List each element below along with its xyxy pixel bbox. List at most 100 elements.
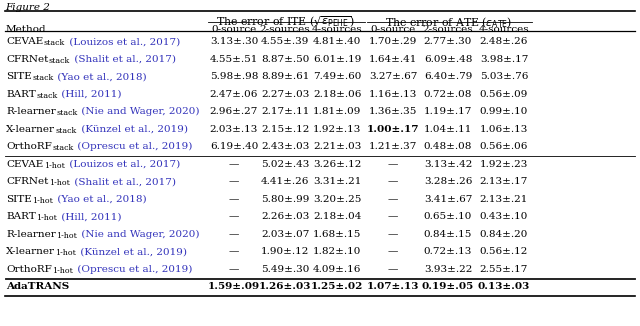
- Text: CFRNet: CFRNet: [6, 55, 49, 64]
- Text: (Nie and Wager, 2020): (Nie and Wager, 2020): [79, 107, 200, 116]
- Text: 0.13±.03: 0.13±.03: [478, 282, 530, 291]
- Text: 0.48±.08: 0.48±.08: [424, 142, 472, 151]
- Text: (Hill, 2011): (Hill, 2011): [58, 90, 122, 99]
- Text: 4.41±.26: 4.41±.26: [261, 177, 309, 186]
- Text: (Oprescu et al., 2019): (Oprescu et al., 2019): [74, 265, 193, 274]
- Text: X-learner: X-learner: [6, 247, 55, 256]
- Text: —: —: [229, 195, 239, 204]
- Text: 6.01±.19: 6.01±.19: [313, 55, 361, 64]
- Text: 3.28±.26: 3.28±.26: [424, 177, 472, 186]
- Text: OrthoRF: OrthoRF: [6, 265, 52, 274]
- Text: —: —: [388, 265, 398, 274]
- Text: BART: BART: [6, 90, 36, 99]
- Text: 1-hot: 1-hot: [56, 232, 77, 240]
- Text: 2.13±.21: 2.13±.21: [480, 195, 528, 204]
- Text: 2.13±.17: 2.13±.17: [480, 177, 528, 186]
- Text: 8.87±.50: 8.87±.50: [261, 55, 309, 64]
- Text: 3.27±.67: 3.27±.67: [369, 72, 417, 81]
- Text: (Künzel et al., 2019): (Künzel et al., 2019): [77, 125, 188, 134]
- Text: 0.56±.06: 0.56±.06: [480, 142, 528, 151]
- Text: (Shalit et al., 2017): (Shalit et al., 2017): [71, 55, 176, 64]
- Text: 1.68±.15: 1.68±.15: [313, 230, 361, 239]
- Text: 1-hot: 1-hot: [36, 214, 57, 222]
- Text: The error of ATE ($\epsilon_{\mathrm{ATE}}$): The error of ATE ($\epsilon_{\mathrm{ATE…: [385, 15, 512, 30]
- Text: 1.81±.09: 1.81±.09: [313, 107, 361, 116]
- Text: —: —: [388, 212, 398, 221]
- Text: CFRNet: CFRNet: [6, 177, 49, 186]
- Text: 1.26±.03: 1.26±.03: [259, 282, 311, 291]
- Text: stack: stack: [56, 109, 77, 117]
- Text: 3.13±.30: 3.13±.30: [210, 37, 258, 46]
- Text: stack: stack: [56, 127, 77, 135]
- Text: 1.36±.35: 1.36±.35: [369, 107, 417, 116]
- Text: 2.55±.17: 2.55±.17: [480, 265, 528, 274]
- Text: 5.98±.98: 5.98±.98: [210, 72, 258, 81]
- Text: 1.92±.23: 1.92±.23: [480, 160, 528, 169]
- Text: (Louizos et al., 2017): (Louizos et al., 2017): [66, 37, 180, 46]
- Text: —: —: [388, 160, 398, 169]
- Text: —: —: [388, 195, 398, 204]
- Text: stack: stack: [44, 39, 65, 47]
- Text: —: —: [229, 177, 239, 186]
- Text: SITE: SITE: [6, 72, 32, 81]
- Text: stack: stack: [36, 92, 58, 100]
- Text: AdaTRANS: AdaTRANS: [6, 282, 69, 291]
- Text: stack: stack: [52, 144, 74, 152]
- Text: The error of ITE ($\sqrt{\epsilon_{\mathrm{PEHE}}}$): The error of ITE ($\sqrt{\epsilon_{\math…: [216, 15, 355, 30]
- Text: (Hill, 2011): (Hill, 2011): [58, 212, 122, 221]
- Text: 3.26±.12: 3.26±.12: [313, 160, 361, 169]
- Text: 2.18±.06: 2.18±.06: [313, 90, 361, 99]
- Text: 1-hot: 1-hot: [52, 267, 73, 275]
- Text: 1.04±.11: 1.04±.11: [424, 125, 472, 134]
- Text: 8.89±.61: 8.89±.61: [261, 72, 309, 81]
- Text: 1.06±.13: 1.06±.13: [480, 125, 528, 134]
- Text: 2.15±.12: 2.15±.12: [261, 125, 309, 134]
- Text: 4.55±.39: 4.55±.39: [261, 37, 309, 46]
- Text: 1-hot: 1-hot: [49, 179, 70, 187]
- Text: 2-sources: 2-sources: [260, 25, 310, 34]
- Text: 1.82±.10: 1.82±.10: [313, 247, 361, 256]
- Text: 1.00±.17: 1.00±.17: [367, 125, 419, 134]
- Text: 2.77±.30: 2.77±.30: [424, 37, 472, 46]
- Text: —: —: [229, 212, 239, 221]
- Text: 5.80±.99: 5.80±.99: [261, 195, 309, 204]
- Text: 0.56±.09: 0.56±.09: [480, 90, 528, 99]
- Text: 6.09±.48: 6.09±.48: [424, 55, 472, 64]
- Text: Figure 2: Figure 2: [5, 3, 50, 12]
- Text: (Oprescu et al., 2019): (Oprescu et al., 2019): [74, 142, 193, 151]
- Text: 2.27±.03: 2.27±.03: [261, 90, 309, 99]
- Text: BART: BART: [6, 212, 36, 221]
- Text: 7.49±.60: 7.49±.60: [313, 72, 361, 81]
- Text: 0.19±.05: 0.19±.05: [422, 282, 474, 291]
- Text: —: —: [229, 265, 239, 274]
- Text: 1.07±.13: 1.07±.13: [367, 282, 419, 291]
- Text: 3.20±.25: 3.20±.25: [313, 195, 361, 204]
- Text: —: —: [229, 230, 239, 239]
- Text: 0.56±.12: 0.56±.12: [480, 247, 528, 256]
- Text: 1.19±.17: 1.19±.17: [424, 107, 472, 116]
- Text: 1.25±.02: 1.25±.02: [311, 282, 363, 291]
- Text: 1.92±.13: 1.92±.13: [313, 125, 361, 134]
- Text: 3.13±.42: 3.13±.42: [424, 160, 472, 169]
- Text: 2.21±.03: 2.21±.03: [313, 142, 361, 151]
- Text: 2.17±.11: 2.17±.11: [261, 107, 309, 116]
- Text: 3.98±.17: 3.98±.17: [480, 55, 528, 64]
- Text: 1-hot: 1-hot: [32, 197, 53, 205]
- Text: SITE: SITE: [6, 195, 32, 204]
- Text: 2.18±.04: 2.18±.04: [313, 212, 361, 221]
- Text: X-learner: X-learner: [6, 125, 55, 134]
- Text: 0.72±.13: 0.72±.13: [424, 247, 472, 256]
- Text: (Yao et al., 2018): (Yao et al., 2018): [54, 72, 147, 81]
- Text: 2.43±.03: 2.43±.03: [261, 142, 309, 151]
- Text: 3.41±.67: 3.41±.67: [424, 195, 472, 204]
- Text: 6.40±.79: 6.40±.79: [424, 72, 472, 81]
- Text: (Künzel et al., 2019): (Künzel et al., 2019): [77, 247, 188, 256]
- Text: 2.47±.06: 2.47±.06: [210, 90, 258, 99]
- Text: 1.90±.12: 1.90±.12: [261, 247, 309, 256]
- Text: (Shalit et al., 2017): (Shalit et al., 2017): [71, 177, 176, 186]
- Text: 0.72±.08: 0.72±.08: [424, 90, 472, 99]
- Text: 1-hot: 1-hot: [44, 162, 65, 170]
- Text: 2.03±.07: 2.03±.07: [261, 230, 309, 239]
- Text: 0.43±.10: 0.43±.10: [480, 212, 528, 221]
- Text: 0-source: 0-source: [211, 25, 257, 34]
